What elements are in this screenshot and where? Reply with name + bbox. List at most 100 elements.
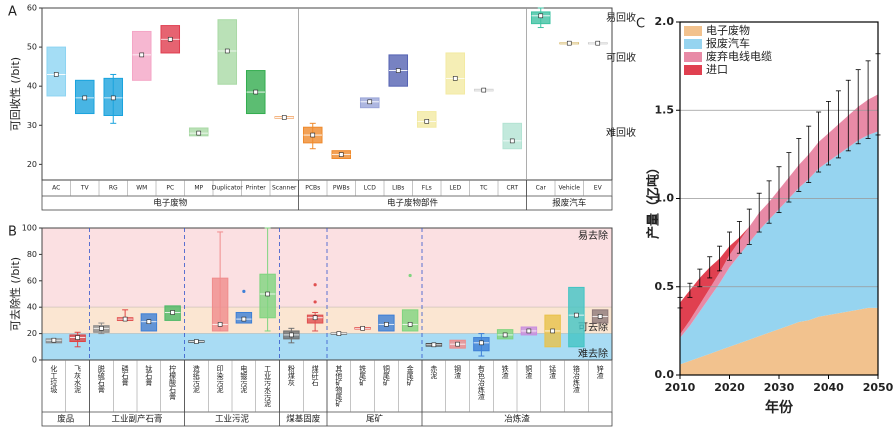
zone-label: 难去除 [578,347,608,360]
x-tick-label: 2010 [665,381,696,394]
category-label: 锰渣 [549,364,557,380]
median-marker [595,40,601,46]
median-marker [194,339,199,344]
y-tick-label: 50 [27,43,37,52]
median-marker [360,326,365,331]
category-label: AC [52,185,60,192]
median-marker [170,310,175,315]
category-label: RG [109,185,118,192]
zone-label: 难回收 [606,126,636,139]
x-axis-title: 年份 [765,399,794,416]
median-marker [82,95,88,101]
median-marker [424,119,430,124]
category-label: PCBs [305,185,320,192]
y-tick-label: 0.0 [655,368,675,381]
category-label: Duplicator [212,185,244,192]
category-label: TC [479,185,488,192]
median-marker [526,328,532,334]
panel-letter: B [8,225,17,240]
category-label: 印染污泥 [216,365,224,394]
median-marker [550,328,555,334]
median-marker [110,95,116,101]
box [502,122,523,150]
category-label: CRT [506,185,518,192]
category-label: 粉煤灰 [287,364,295,387]
y-tick-label: 0 [32,356,37,365]
x-tick-label: 2020 [714,381,745,394]
category-label: 铁渣 [501,364,509,380]
median-marker [51,337,57,343]
y-tick-label: 30 [27,121,37,130]
y-tick-label: 100 [22,224,37,233]
median-marker [167,36,173,42]
zone-label: 易去除 [578,229,608,242]
group-label: 工业副产石膏 [111,414,162,425]
category-label: LIBs [392,185,404,192]
category-label: 其他矿物尾矿 [335,365,343,408]
median-marker [455,341,460,347]
group-label: 废品 [57,414,74,425]
median-marker [597,314,603,319]
y-tick-label: 20 [27,160,37,169]
legend-swatch [684,26,702,36]
category-label: 煤矸石 [311,364,319,387]
category-label: 钢渣 [454,364,462,380]
y-tick-label: 60 [27,276,37,285]
box [445,52,466,95]
median-marker [75,335,80,340]
category-label: MP [194,185,203,192]
category-label: TV [80,185,90,192]
median-marker [336,331,342,336]
category-label: 金尾矿 [406,364,414,387]
y-axis-title: 可回收性 (/bit) [8,57,22,131]
median-marker [224,48,230,54]
category-label: Vehicle [559,185,581,192]
category-label: 铜尾矿 [382,364,390,387]
category-label: 脱硫石膏 [97,364,105,394]
category-label: Printer [246,185,266,192]
box [401,309,419,332]
category-label: Car [536,185,547,192]
legend-label: 报废汽车 [706,36,750,50]
category-label: 造纸污泥 [192,364,200,394]
median-marker [384,322,389,327]
category-label: 柠檬酸石膏 [169,364,177,401]
median-marker [574,312,579,318]
outlier [313,283,317,287]
median-marker [99,326,104,331]
category-label: 飞灰水泥 [74,365,82,394]
y-tick-label: 20 [27,329,37,338]
x-tick-label: 2030 [764,381,795,394]
category-label: 磷石膏 [121,364,129,387]
median-marker [310,132,316,138]
median-marker [395,68,401,73]
plot-frame [679,21,879,376]
median-marker [53,72,59,77]
median-marker [407,322,413,327]
median-marker [265,291,270,297]
y-tick-label: 1.0 [655,192,675,205]
category-label: 电镀污泥 [240,364,248,394]
median-marker [538,13,544,19]
median-marker [481,87,487,93]
median-marker [452,76,458,81]
panel-letter: A [8,5,17,20]
median-marker [122,316,128,322]
zone [42,228,612,308]
category-label: LED [449,185,461,192]
outlier [242,289,246,293]
group-label: 工业污泥 [215,414,250,425]
category-label: 化工垃圾 [50,364,58,394]
group-label: 冶炼渣 [504,414,530,425]
median-marker [146,319,152,325]
outlier [408,273,412,278]
x-tick-label: 2040 [813,381,844,394]
category-label: 铬冶炼渣 [572,364,580,394]
median-marker [312,315,318,321]
y-tick-label: 2.0 [655,15,675,28]
legend-swatch [684,39,702,49]
y-tick-label: 0.5 [655,280,675,293]
median-marker [431,342,437,348]
category-label: LCD [364,185,377,192]
